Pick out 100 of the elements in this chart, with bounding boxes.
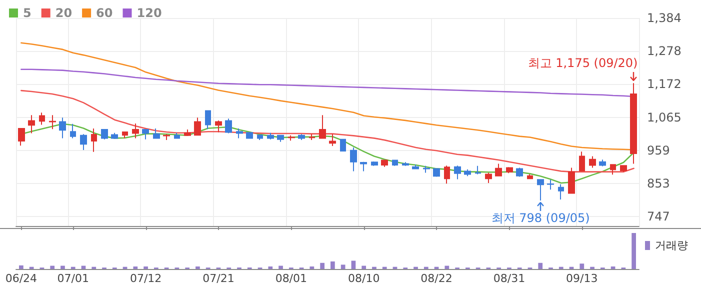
bar	[538, 262, 543, 269]
x-tick-label: 07/12	[130, 272, 162, 285]
legend-label: 5	[23, 6, 32, 20]
x-tick-label: 09/13	[566, 272, 598, 285]
x-tick-label: 07/21	[202, 272, 234, 285]
bar	[310, 266, 314, 269]
candlestick	[558, 184, 564, 200]
candlestick	[91, 128, 97, 152]
candlestick	[392, 160, 398, 166]
candlestick	[225, 118, 232, 134]
candlestick	[527, 174, 533, 180]
bar	[362, 266, 366, 269]
candlestick	[433, 168, 440, 178]
bar	[196, 266, 200, 269]
bar	[19, 265, 24, 269]
candlestick	[371, 161, 378, 166]
candlestick	[142, 128, 149, 140]
x-tick-label: 08/22	[420, 272, 452, 285]
candlestick	[506, 166, 513, 174]
bar	[133, 266, 138, 269]
bar	[632, 233, 636, 269]
candlestick	[360, 161, 367, 172]
candlestick	[516, 167, 523, 178]
legend-label: 20	[55, 6, 72, 20]
bar	[278, 266, 283, 269]
candlestick	[599, 159, 606, 167]
candlestick	[194, 117, 201, 136]
y-tick-label: 1,384	[647, 11, 682, 25]
candlestick	[163, 134, 170, 141]
bar	[580, 264, 584, 269]
bar	[268, 266, 273, 269]
candlestick	[18, 128, 25, 146]
legend-label: 60	[96, 6, 113, 20]
candlestick	[444, 165, 450, 184]
legend-label: 120	[136, 6, 162, 20]
bar	[340, 264, 346, 269]
y-tick-label: 1,172	[647, 77, 682, 92]
candlestick	[101, 128, 108, 140]
candlestick	[329, 134, 336, 146]
candlestick	[111, 132, 118, 140]
candlestick	[28, 114, 35, 134]
x-tick-label: 08/31	[493, 272, 526, 285]
candlestick	[610, 164, 616, 176]
candlestick	[215, 120, 222, 133]
bar	[50, 266, 55, 269]
candlestick	[277, 134, 284, 142]
candlestick	[589, 156, 596, 168]
candlestick	[464, 168, 471, 177]
candlestick	[174, 132, 180, 139]
candlestick	[454, 165, 461, 180]
candlestick	[495, 163, 502, 176]
x-tick-label: 08/10	[348, 272, 380, 285]
candlestick	[423, 165, 430, 174]
candlestick	[49, 114, 56, 130]
candlestick	[132, 123, 139, 139]
candlestick	[184, 128, 191, 137]
candlestick	[547, 179, 554, 190]
candlestick	[246, 132, 253, 139]
x-tick-label: 07/01	[57, 272, 89, 285]
bar	[610, 266, 616, 269]
candlestick	[153, 128, 160, 139]
candlestick	[70, 123, 76, 139]
candlestick	[485, 172, 492, 184]
candlestick	[236, 128, 243, 139]
candlestick	[319, 114, 326, 139]
candlestick	[205, 110, 211, 130]
candlestick	[298, 134, 305, 141]
y-tick-label: 853	[647, 176, 670, 190]
bar	[330, 261, 335, 269]
legend-label: 거래량	[655, 239, 688, 252]
candlestick	[475, 165, 481, 175]
candlestick	[39, 112, 45, 126]
candlestick	[568, 167, 575, 194]
bar	[60, 266, 65, 269]
candlestick	[402, 162, 409, 166]
candlestick	[350, 147, 357, 172]
candlestick	[80, 134, 87, 151]
candlestick	[288, 134, 295, 142]
bar	[144, 266, 148, 269]
x-tick-label: 06/24	[5, 272, 38, 285]
bar	[444, 266, 450, 269]
candlestick	[59, 117, 66, 139]
bar	[320, 262, 324, 269]
candlestick	[381, 160, 388, 168]
annotation: 최저 798 (09/05)	[491, 211, 590, 226]
y-tick-label: 747	[647, 209, 670, 224]
candlestick	[579, 151, 585, 172]
annotation: 최고 1,175 (09/20)	[528, 56, 638, 70]
candlestick	[257, 134, 263, 141]
candlestick	[267, 132, 274, 140]
candlestick	[309, 134, 315, 141]
candlestick	[412, 164, 419, 170]
candlestick	[340, 138, 346, 152]
x-tick-label: 08/01	[275, 272, 308, 285]
candlestick	[122, 131, 128, 139]
candlestick	[620, 165, 627, 172]
y-tick-label: 959	[647, 143, 670, 158]
candlestick	[630, 82, 637, 164]
y-tick-label: 1,278	[647, 44, 682, 58]
bar	[351, 260, 356, 269]
